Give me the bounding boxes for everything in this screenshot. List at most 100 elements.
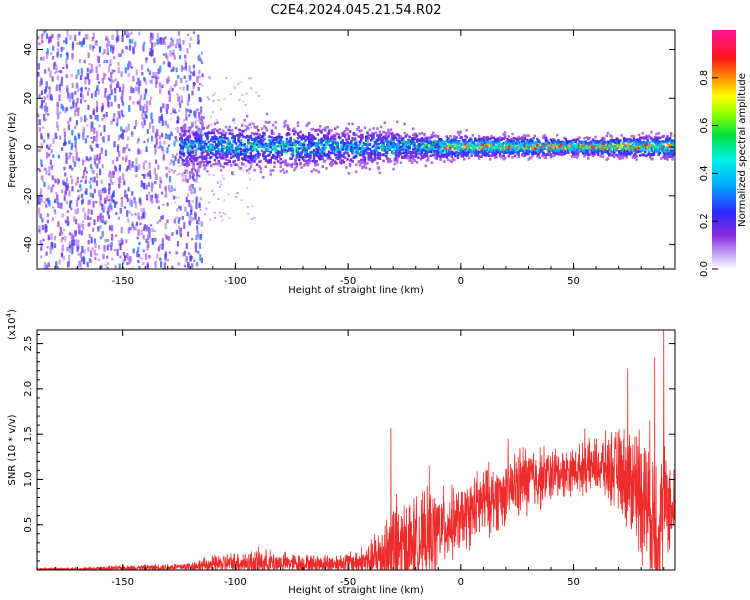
heatmap-cell: [106, 245, 109, 251]
heatmap-cell: [88, 87, 91, 91]
heatmap-cell: [65, 64, 69, 69]
heatmap-cell: [427, 141, 430, 145]
heatmap-cell: [244, 158, 248, 162]
heatmap-cell: [45, 33, 49, 39]
heatmap-cell: [91, 193, 94, 199]
heatmap-cell: [409, 156, 413, 159]
heatmap-cell: [244, 165, 247, 168]
heatmap-cell: [178, 100, 181, 106]
heatmap-cell: [320, 143, 323, 146]
heatmap-cell: [606, 131, 610, 135]
heatmap-cell: [511, 144, 514, 148]
heatmap-cell: [71, 43, 74, 51]
heatmap-cell: [281, 140, 285, 144]
heatmap-cell: [384, 140, 388, 143]
heatmap-cell: [289, 139, 292, 142]
heatmap-cell: [57, 221, 60, 228]
heatmap-cell: [327, 155, 331, 158]
heatmap-cell: [45, 81, 48, 85]
heatmap-cell: [85, 188, 88, 195]
heatmap-cell: [523, 151, 527, 155]
heatmap-cell: [42, 100, 45, 103]
heatmap-cell: [425, 136, 429, 140]
heatmap-cell: [222, 138, 225, 142]
heatmap-cell: [161, 191, 164, 195]
heatmap-cell: [464, 140, 467, 144]
heatmap-cell: [173, 141, 176, 147]
heatmap-cell: [148, 233, 151, 239]
heatmap-cell: [48, 147, 51, 150]
heatmap-cell: [79, 184, 82, 188]
heatmap-cell: [503, 150, 507, 154]
heatmap-cell: [423, 155, 426, 158]
heatmap-cell: [373, 151, 377, 155]
heatmap-cell: [81, 159, 84, 166]
heatmap-cell: [458, 145, 461, 149]
heatmap-cell: [191, 141, 194, 145]
heatmap-cell: [475, 150, 478, 154]
heatmap-cell: [77, 189, 80, 193]
heatmap-cell: [109, 83, 112, 91]
heatmap-cell: [106, 210, 109, 215]
heatmap-cell: [50, 52, 53, 55]
heatmap-cell: [43, 89, 47, 94]
heatmap-cell: [620, 144, 623, 148]
heatmap-cell: [184, 179, 187, 182]
heatmap-cell: [291, 154, 295, 158]
heatmap-cell: [185, 145, 188, 149]
heatmap-cell: [159, 183, 162, 189]
heatmap-cell: [229, 147, 233, 151]
heatmap-cell: [641, 153, 644, 156]
heatmap-cell: [598, 140, 601, 143]
heatmap-cell: [216, 145, 219, 148]
heatmap-cell: [353, 146, 357, 150]
heatmap-cell: [238, 140, 241, 143]
heatmap-cell: [470, 143, 473, 147]
heatmap-cell: [145, 82, 148, 85]
heatmap-cell: [75, 199, 79, 207]
heatmap-cell: [78, 195, 81, 199]
heatmap-cell: [243, 118, 246, 122]
heatmap-cell: [192, 82, 196, 87]
heatmap-cell: [43, 181, 46, 187]
heatmap-cell: [71, 92, 74, 99]
heatmap-cell: [632, 147, 636, 151]
heatmap-cell: [86, 73, 90, 80]
heatmap-cell: [244, 128, 248, 132]
heatmap-cell: [128, 257, 131, 262]
heatmap-cell: [651, 144, 654, 147]
heatmap-cell: [387, 159, 390, 163]
heatmap-cell: [239, 141, 243, 145]
heatmap-cell: [155, 142, 158, 149]
heatmap-cell: [503, 131, 507, 134]
heatmap-cell: [63, 166, 66, 171]
heatmap-cell: [246, 114, 249, 118]
heatmap-cell: [277, 144, 280, 148]
heatmap-cell: [108, 93, 111, 100]
heatmap-cell: [322, 150, 326, 153]
heatmap-cell: [222, 130, 225, 133]
heatmap-cell: [150, 135, 154, 142]
heatmap-cell: [351, 138, 354, 142]
heatmap-cell: [644, 150, 647, 154]
heatmap-cell: [71, 57, 74, 61]
heatmap-cell: [221, 133, 224, 136]
heatmap-cell: [116, 30, 119, 37]
heatmap-cell: [234, 163, 238, 166]
heatmap-cell: [253, 125, 256, 129]
heatmap-cell: [314, 144, 317, 148]
heatmap-cell: [632, 135, 636, 138]
heatmap-cell: [155, 81, 158, 89]
heatmap-cell: [398, 150, 401, 153]
heatmap-cell: [346, 145, 349, 148]
heatmap-cell: [167, 61, 170, 67]
heatmap-cell: [196, 169, 199, 177]
heatmap-cell: [158, 82, 161, 88]
heatmap-cell: [201, 127, 204, 131]
heatmap-cell: [211, 135, 214, 139]
heatmap-cell: [106, 38, 109, 45]
heatmap-cell: [110, 44, 113, 49]
heatmap-cell: [192, 173, 196, 177]
heatmap-cell: [60, 103, 63, 109]
heatmap-cell: [72, 101, 75, 109]
